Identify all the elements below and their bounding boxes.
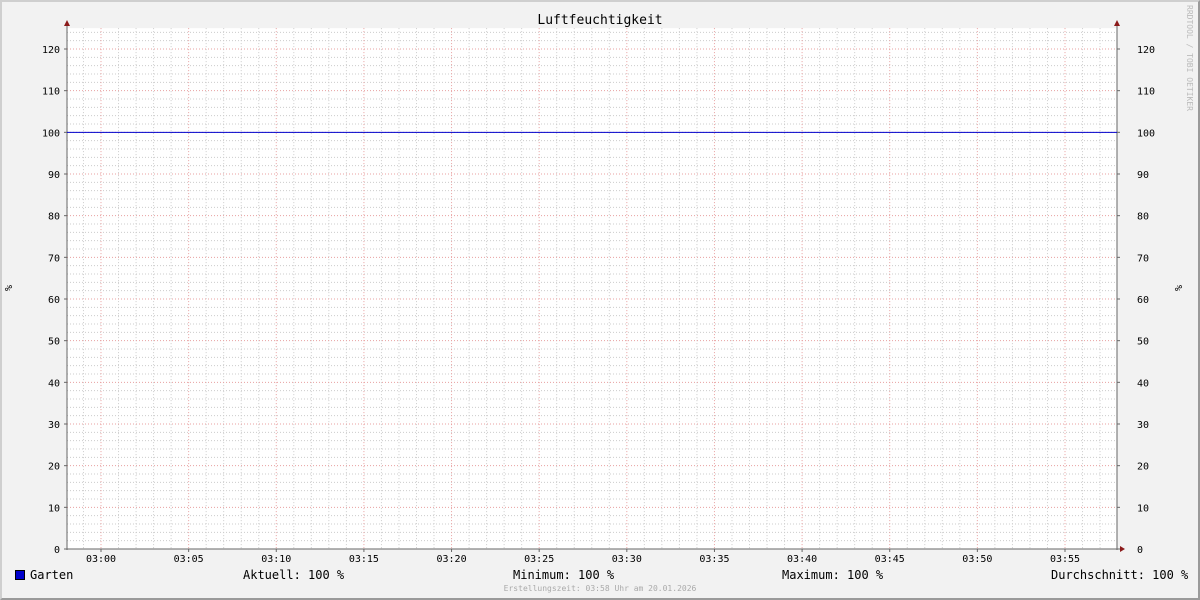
y-tick-label-right: 60 <box>1137 295 1149 306</box>
y-axis-arrow-icon <box>64 20 70 26</box>
y-tick-label-right: 70 <box>1137 253 1149 264</box>
y-axis-label-left: % <box>4 285 15 291</box>
x-tick-label: 03:00 <box>86 554 116 565</box>
y-tick-label: 110 <box>42 87 60 98</box>
x-tick-label: 03:15 <box>349 554 379 565</box>
y-tick-label: 70 <box>48 253 60 264</box>
legend-average: Durchschnitt: 100 % <box>1051 568 1189 582</box>
x-tick-label: 03:50 <box>962 554 992 565</box>
x-axis-arrow-icon <box>1120 546 1125 552</box>
y-tick-label: 90 <box>48 170 60 181</box>
y-tick-label-right: 10 <box>1137 503 1149 514</box>
x-tick-label: 03:55 <box>1050 554 1080 565</box>
y-axis-label-right: % <box>1174 285 1185 291</box>
y-tick-label: 120 <box>42 45 60 56</box>
x-tick-label: 03:10 <box>261 554 291 565</box>
x-tick-label: 03:30 <box>612 554 642 565</box>
legend-current: Aktuell: 100 % <box>243 568 345 582</box>
y-tick-label-right: 120 <box>1137 45 1155 56</box>
y-tick-label: 60 <box>48 295 60 306</box>
y-tick-label-right: 30 <box>1137 420 1149 431</box>
rrdtool-watermark: RRDTOOL / TOBI OETIKER <box>1185 5 1194 111</box>
y-tick-label-right: 40 <box>1137 378 1149 389</box>
y-axis-right-arrow-icon <box>1114 20 1120 26</box>
x-tick-label: 03:05 <box>174 554 204 565</box>
legend-minimum: Minimum: 100 % <box>513 568 615 582</box>
creation-timestamp: Erstellungszeit: 03:58 Uhr am 20.01.2026 <box>503 584 697 593</box>
x-tick-label: 03:35 <box>699 554 729 565</box>
y-tick-label: 0 <box>54 545 60 556</box>
y-tick-label-right: 90 <box>1137 170 1149 181</box>
legend-maximum: Maximum: 100 % <box>782 568 884 582</box>
y-tick-label: 10 <box>48 503 60 514</box>
y-tick-label: 30 <box>48 420 60 431</box>
y-tick-label-right: 100 <box>1137 128 1155 139</box>
plot-area <box>67 28 1117 549</box>
legend-series-label: Garten <box>30 568 74 582</box>
y-tick-label: 100 <box>42 128 60 139</box>
x-tick-label: 03:20 <box>436 554 466 565</box>
y-tick-label-right: 50 <box>1137 337 1149 348</box>
legend-swatch-garten <box>15 570 25 580</box>
chart-title: Luftfeuchtigkeit <box>537 13 662 28</box>
y-tick-label-right: 0 <box>1137 545 1143 556</box>
x-tick-label: 03:40 <box>787 554 817 565</box>
y-tick-label-right: 80 <box>1137 212 1149 223</box>
x-tick-label: 03:45 <box>875 554 905 565</box>
x-tick-label: 03:25 <box>524 554 554 565</box>
y-tick-label: 40 <box>48 378 60 389</box>
y-tick-label-right: 110 <box>1137 87 1155 98</box>
y-tick-label: 50 <box>48 337 60 348</box>
y-tick-label: 20 <box>48 462 60 473</box>
y-tick-label-right: 20 <box>1137 462 1149 473</box>
y-tick-label: 80 <box>48 212 60 223</box>
